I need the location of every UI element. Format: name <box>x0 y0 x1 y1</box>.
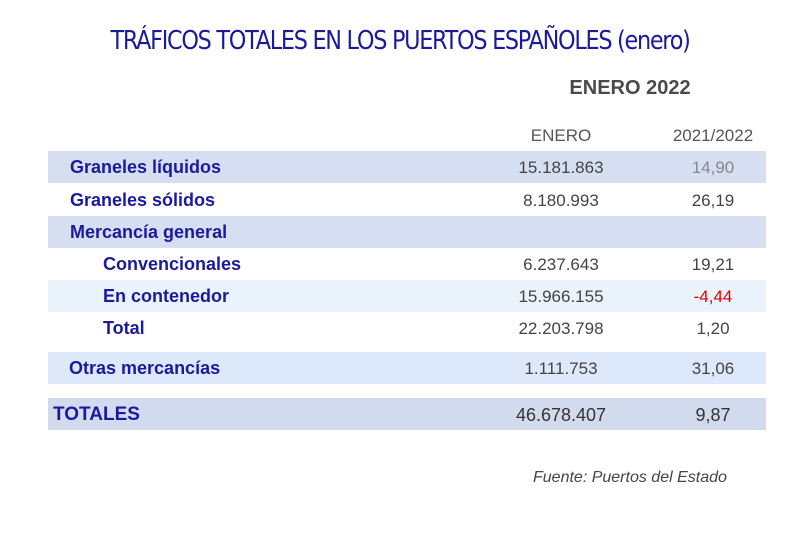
table-row: Graneles sólidos 8.180.993 26,19 <box>48 184 766 216</box>
row-label: Graneles sólidos <box>70 190 216 210</box>
totals-row: TOTALES 46.678.407 9,87 <box>48 398 766 430</box>
row-change: 31,06 <box>691 359 735 378</box>
table-row: En contenedor 15.966.155 -4,44 <box>48 280 766 312</box>
table-row: Otras mercancías 1.111.753 31,06 <box>48 352 766 384</box>
row-value: 6.237.643 <box>523 255 599 274</box>
row-value: 15.966.155 <box>518 287 604 306</box>
row-value: 22.203.798 <box>518 319 604 338</box>
row-label: Otras mercancías <box>69 358 221 378</box>
row-value: 1.111.753 <box>524 359 598 378</box>
column-header-change: 2021/2022 <box>672 126 754 145</box>
page-title: TRÁFICOS TOTALES EN LOS PUERTOS ESPAÑOLE… <box>110 26 690 56</box>
row-value: 15.181.863 <box>518 158 604 177</box>
row-value: 8.180.993 <box>523 191 599 210</box>
table-row: Graneles líquidos 15.181.863 14,90 <box>48 151 766 183</box>
table-row: Convencionales 6.237.643 19,21 <box>48 248 766 280</box>
table-row: Mercancía general <box>48 216 766 248</box>
row-label: Graneles líquidos <box>70 157 222 177</box>
row-change: 1,20 <box>696 319 730 338</box>
table-row: Total 22.203.798 1,20 <box>48 312 766 344</box>
row-label: En contenedor <box>103 286 230 306</box>
column-header-enero: ENERO <box>530 126 592 145</box>
row-label: Convencionales <box>103 254 242 274</box>
source-note: Fuente: Puertos del Estado <box>533 469 727 486</box>
row-label: Mercancía general <box>70 222 228 242</box>
period-heading: ENERO 2022 <box>569 77 691 99</box>
row-change: 19,21 <box>691 255 735 274</box>
row-change: 14,90 <box>691 158 735 177</box>
row-change: 9,87 <box>695 405 731 425</box>
row-label: TOTALES <box>53 404 140 425</box>
row-change: 26,19 <box>691 191 735 210</box>
row-change-negative: -4,44 <box>693 287 733 306</box>
row-value: 46.678.407 <box>515 405 607 425</box>
row-label: Total <box>103 318 145 338</box>
